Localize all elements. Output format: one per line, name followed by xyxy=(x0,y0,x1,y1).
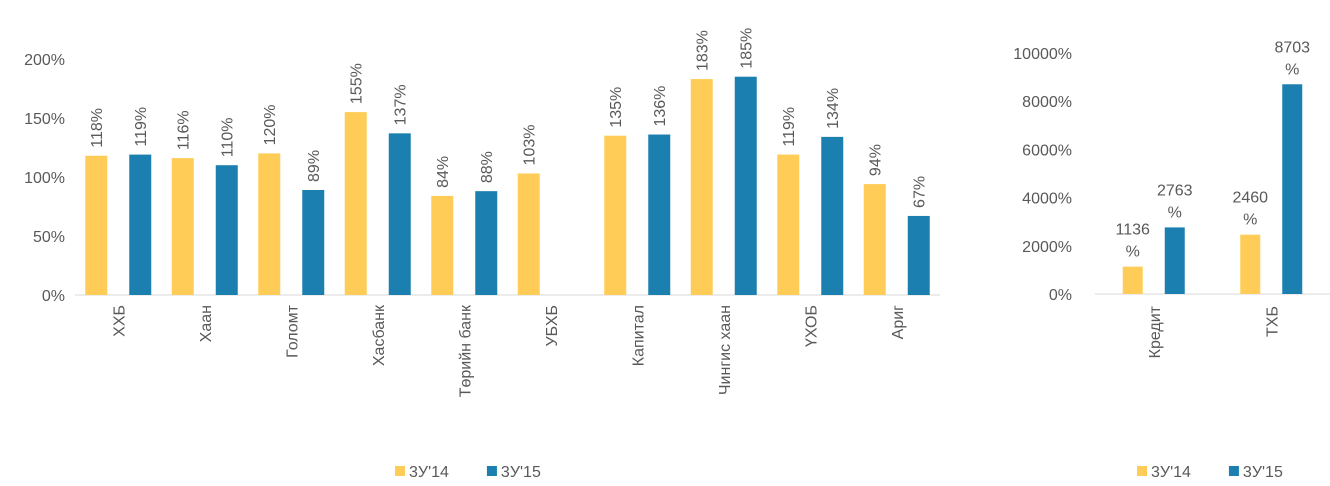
x-tick-label: Ариг xyxy=(890,305,907,340)
y-tick-label: 150% xyxy=(24,111,65,128)
bar xyxy=(431,195,454,295)
legend-label: 3У'14 xyxy=(409,464,449,481)
x-tick-label: Хаан xyxy=(198,305,215,342)
x-tick-label: Хасбанк xyxy=(371,304,388,366)
value-label: 118% xyxy=(89,108,106,148)
value-label: 2460% xyxy=(1232,190,1268,229)
y-tick-label: 50% xyxy=(33,229,65,246)
legend-label: 3У'15 xyxy=(1243,464,1283,481)
value-label: 103% xyxy=(522,125,539,166)
value-label: 116% xyxy=(176,110,193,150)
x-tick-label: Төрийн банк xyxy=(457,304,474,397)
value-label: 134% xyxy=(825,88,842,129)
bar xyxy=(907,215,930,295)
x-tick-label: ТХБ xyxy=(1264,306,1281,337)
bar xyxy=(1240,234,1261,294)
value-label: 119% xyxy=(781,107,798,147)
bar xyxy=(734,76,757,295)
legend-label: 3У'14 xyxy=(1151,464,1191,481)
y-tick-label: 10000% xyxy=(1013,46,1072,63)
bar xyxy=(690,79,713,295)
y-tick-label: 8000% xyxy=(1022,94,1072,111)
bar xyxy=(863,184,886,295)
x-tick-label: Кредит xyxy=(1147,305,1164,358)
value-label: 119% xyxy=(133,107,150,147)
y-tick-label: 100% xyxy=(24,170,65,187)
x-tick-label: Голомт xyxy=(284,304,301,358)
legend-swatch xyxy=(395,466,405,476)
bar xyxy=(648,134,671,295)
x-tick-label: Капитал xyxy=(630,305,647,366)
legend-label: 3У'15 xyxy=(501,464,541,481)
legend-swatch xyxy=(1228,466,1239,476)
bar xyxy=(302,189,325,295)
bar xyxy=(1282,84,1303,295)
legend-swatch xyxy=(486,466,497,476)
bar xyxy=(604,135,627,295)
x-tick-label: ҮХОБ xyxy=(803,305,820,347)
value-label: 89% xyxy=(306,150,323,182)
y-tick-label: 6000% xyxy=(1022,142,1072,159)
value-label: 1136% xyxy=(1116,222,1151,261)
bar xyxy=(475,191,498,295)
x-tick-label: Чингис хаан xyxy=(717,305,734,395)
value-label: 2763% xyxy=(1157,182,1193,221)
value-label: 185% xyxy=(739,28,756,69)
value-label: 88% xyxy=(479,151,496,183)
value-label: 110% xyxy=(220,117,237,157)
value-label: 136% xyxy=(652,86,669,127)
y-tick-label: 4000% xyxy=(1022,191,1072,208)
bar xyxy=(821,136,844,295)
y-tick-label: 2000% xyxy=(1022,239,1072,256)
value-label: 155% xyxy=(349,63,366,104)
x-tick-label: УБХБ xyxy=(544,305,561,346)
legend-swatch xyxy=(1137,466,1147,476)
bar xyxy=(129,154,152,295)
value-label: 135% xyxy=(608,87,625,128)
bar xyxy=(1164,227,1185,294)
bar xyxy=(388,133,411,295)
value-label: 67% xyxy=(912,176,929,208)
value-label: 84% xyxy=(435,156,452,188)
bar xyxy=(215,165,238,295)
bar xyxy=(777,154,800,295)
bar xyxy=(344,112,367,295)
bar xyxy=(85,155,108,295)
x-tick-label: ХХБ xyxy=(111,305,128,337)
bar xyxy=(1122,266,1143,294)
y-tick-label: 200% xyxy=(24,52,65,69)
value-label: 120% xyxy=(262,104,279,145)
value-label: 137% xyxy=(393,84,410,125)
y-tick-label: 0% xyxy=(1049,287,1072,304)
y-tick-label: 0% xyxy=(42,288,65,305)
bar xyxy=(258,153,281,295)
value-label: 183% xyxy=(695,30,712,71)
value-label: 8703% xyxy=(1274,39,1310,78)
value-label: 94% xyxy=(868,144,885,176)
bar xyxy=(517,173,540,295)
bar xyxy=(171,158,194,295)
